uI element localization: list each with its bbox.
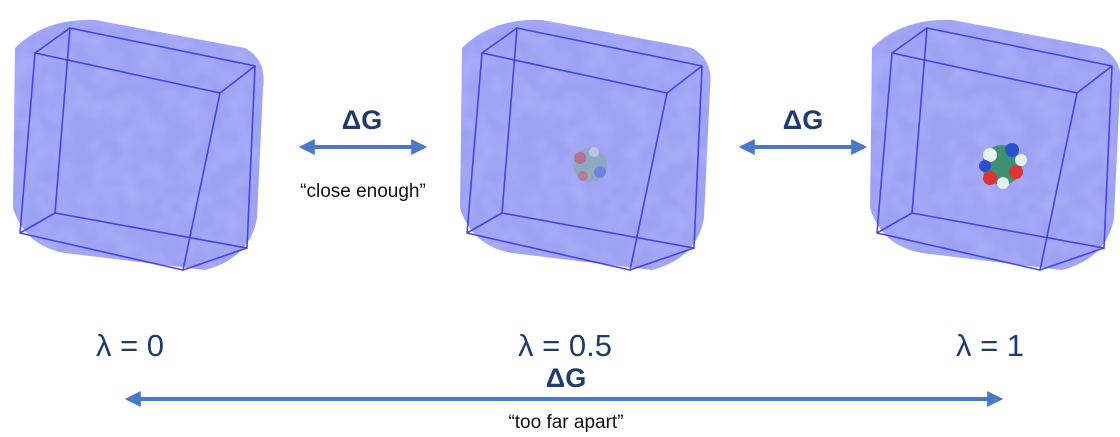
molecule: [979, 143, 1027, 189]
delta-g-label: ΔG: [546, 363, 586, 393]
lambda-label: λ = 0.5: [518, 328, 612, 363]
solvent-box: [870, 20, 1120, 270]
note: “too far apart”: [508, 412, 623, 433]
molecule-faint: [573, 147, 607, 182]
delta-g-label: ΔG: [783, 105, 823, 135]
lambda-label: λ = 1: [956, 328, 1024, 363]
solvent-box: [13, 20, 264, 270]
lambda-label: λ = 0: [96, 328, 164, 363]
delta-g-label: ΔG: [342, 105, 382, 135]
note: “close enough”: [300, 181, 426, 202]
solvent-box: [460, 20, 711, 270]
